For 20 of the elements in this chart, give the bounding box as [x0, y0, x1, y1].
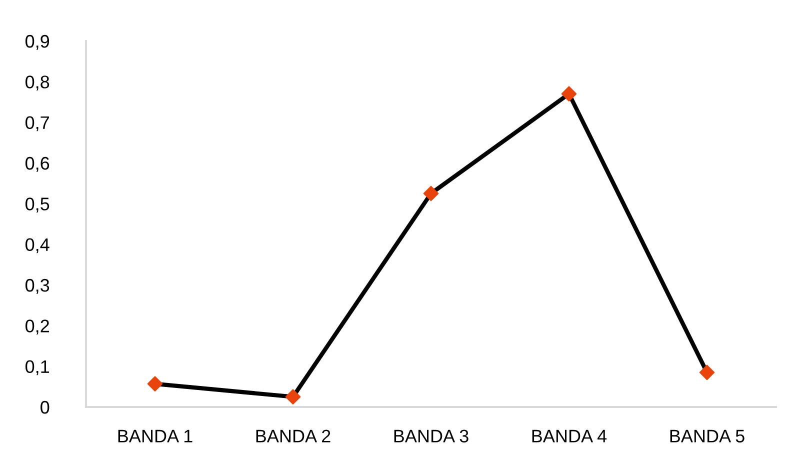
y-tick-label: 0,8: [25, 76, 50, 91]
point: [423, 186, 439, 202]
x-tick-label: BANDA 3: [394, 430, 468, 442]
y-tick-label: 0,4: [25, 238, 50, 254]
x-tick-label: BANDA 4: [532, 430, 607, 442]
point: [285, 389, 301, 404]
point: [699, 364, 715, 380]
y-tick-label: 0,1: [25, 360, 50, 376]
y-tick-label: 0,2: [25, 320, 49, 335]
point: [561, 86, 577, 102]
x-tick-label: BANDA 1: [118, 430, 192, 442]
y-tick-label: 0,7: [25, 116, 49, 132]
y-tick-label: 0,9: [25, 34, 50, 50]
point: [147, 376, 163, 392]
x-tick-label: BANDA 5: [670, 430, 744, 442]
y-tick-label: 0,5: [25, 198, 50, 213]
x-tick-label: BANDA 2: [256, 430, 330, 442]
y-tick-label: 0,6: [25, 156, 50, 172]
y-tick-label: 0: [40, 400, 50, 414]
y-tick-label: 0,3: [25, 278, 50, 294]
